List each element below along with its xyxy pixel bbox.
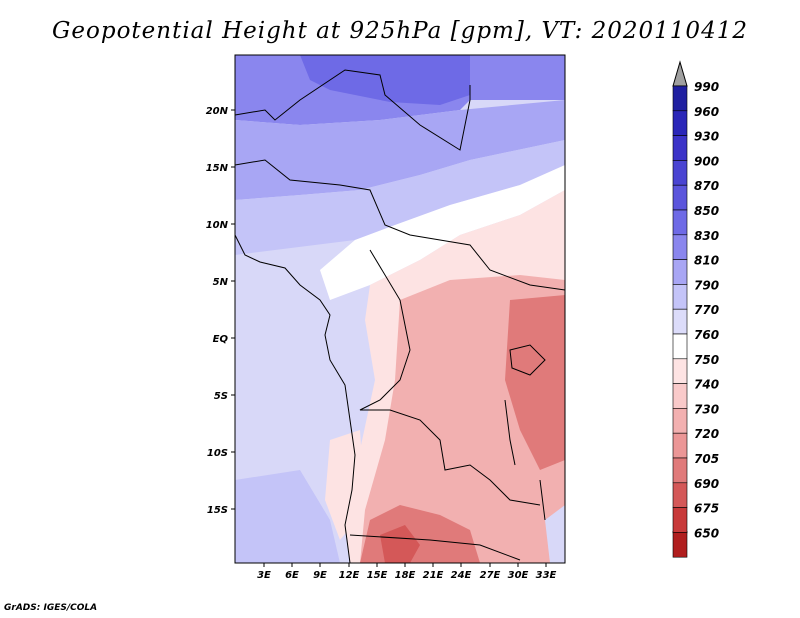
lon-label: 12E xyxy=(339,570,360,581)
colorbar-label: 790 xyxy=(694,278,719,292)
page-title: Geopotential Height at 925hPa [gpm], VT:… xyxy=(52,18,748,44)
colorbar-swatch xyxy=(672,358,688,384)
colorbar-label: 830 xyxy=(694,229,719,243)
lake-tanganyika xyxy=(504,399,516,466)
colorbar-swatch xyxy=(672,110,688,136)
map-frame xyxy=(234,54,566,564)
lake-victoria xyxy=(509,344,546,376)
colorbar-swatch xyxy=(672,532,688,558)
colorbar-swatch xyxy=(672,383,688,409)
lat-label: 15N xyxy=(206,163,229,174)
colorbar-label: 750 xyxy=(694,353,719,367)
lon-label: 33E xyxy=(536,570,557,581)
colorbar-label: 740 xyxy=(694,378,719,392)
field-north-low xyxy=(235,140,565,255)
lat-label: 5S xyxy=(214,391,228,402)
colorbar-label: 720 xyxy=(694,427,719,441)
lake-malawi xyxy=(539,479,546,521)
colorbar-swatch xyxy=(672,209,688,236)
colorbar-label: 760 xyxy=(694,328,719,342)
colorbar-label: 675 xyxy=(694,502,719,516)
field-ocean-southeast xyxy=(545,505,565,563)
colorbar-swatch xyxy=(672,85,688,112)
lat-axis: 20N 15N 10N 5N EQ 5S 10S 15S xyxy=(206,106,235,516)
boundaries xyxy=(235,69,565,563)
coastline-west-africa xyxy=(235,234,356,563)
lon-label: 6E xyxy=(285,570,299,581)
colorbar-swatch xyxy=(672,135,688,161)
colorbar-label: 930 xyxy=(694,130,719,144)
field-white-band xyxy=(320,165,565,300)
lon-label: 18E xyxy=(395,570,416,581)
lat-label: 10S xyxy=(207,448,228,459)
colorbar: 990 960 930 900 870 850 830 810 790 770 760 750 740 7… xyxy=(672,60,719,558)
lon-label: 15E xyxy=(367,570,388,581)
map-panel xyxy=(235,55,565,563)
colorbar-swatch xyxy=(672,160,688,186)
colorbar-label: 770 xyxy=(694,303,719,317)
lat-label: 15S xyxy=(207,505,228,516)
lon-label: 21E xyxy=(423,570,444,581)
field-ocean-southwest xyxy=(235,470,340,563)
field-red-east xyxy=(505,295,565,470)
field-north-mid xyxy=(235,100,565,200)
colorbar-swatch xyxy=(672,482,688,508)
colorbar-label: 690 xyxy=(694,477,719,491)
lat-label: 20N xyxy=(206,106,229,117)
colorbar-label: 730 xyxy=(694,402,719,416)
border-sahara xyxy=(235,69,471,151)
field-red-core xyxy=(380,525,420,563)
colorbar-label: 900 xyxy=(694,154,719,168)
colorbar-swatch xyxy=(672,432,688,459)
lon-label: 9E xyxy=(313,570,327,581)
colorbar-label: 650 xyxy=(694,526,719,540)
border-sahel xyxy=(235,159,565,291)
colorbar-swatch xyxy=(672,284,688,310)
colorbar-swatch xyxy=(672,259,688,285)
colorbar-swatch xyxy=(672,333,688,360)
colorbar-swatch xyxy=(672,507,688,533)
credit-text: GrADS: IGES/COLA xyxy=(4,603,98,613)
colorbar-label: 960 xyxy=(694,105,719,119)
border-southern xyxy=(349,534,521,561)
colorbar-label: 870 xyxy=(694,179,719,193)
lon-label: 3E xyxy=(257,570,271,581)
lon-label: 27E xyxy=(480,570,501,581)
border-central xyxy=(359,249,541,506)
colorbar-swatch xyxy=(672,184,688,211)
lon-axis: 3E 6E 9E 12E 15E 18E 21E 24E 27E 30E 33E xyxy=(257,563,557,581)
colorbar-label: 990 xyxy=(694,80,719,94)
colorbar-swatch xyxy=(672,234,688,260)
lat-label: EQ xyxy=(213,334,229,345)
lat-label: 5N xyxy=(213,277,229,288)
colorbar-top-arrow xyxy=(672,60,688,87)
field-north-highest xyxy=(300,55,470,105)
colorbar-label: 810 xyxy=(694,254,719,268)
lon-label: 24E xyxy=(451,570,472,581)
colorbar-label: 705 xyxy=(694,452,719,466)
lon-label: 30E xyxy=(508,570,529,581)
colorbar-swatch xyxy=(672,457,688,484)
lat-label: 10N xyxy=(206,220,229,231)
colorbar-label: 850 xyxy=(694,204,719,218)
colorbar-swatch xyxy=(672,308,688,335)
colorbar-swatch xyxy=(672,408,688,434)
